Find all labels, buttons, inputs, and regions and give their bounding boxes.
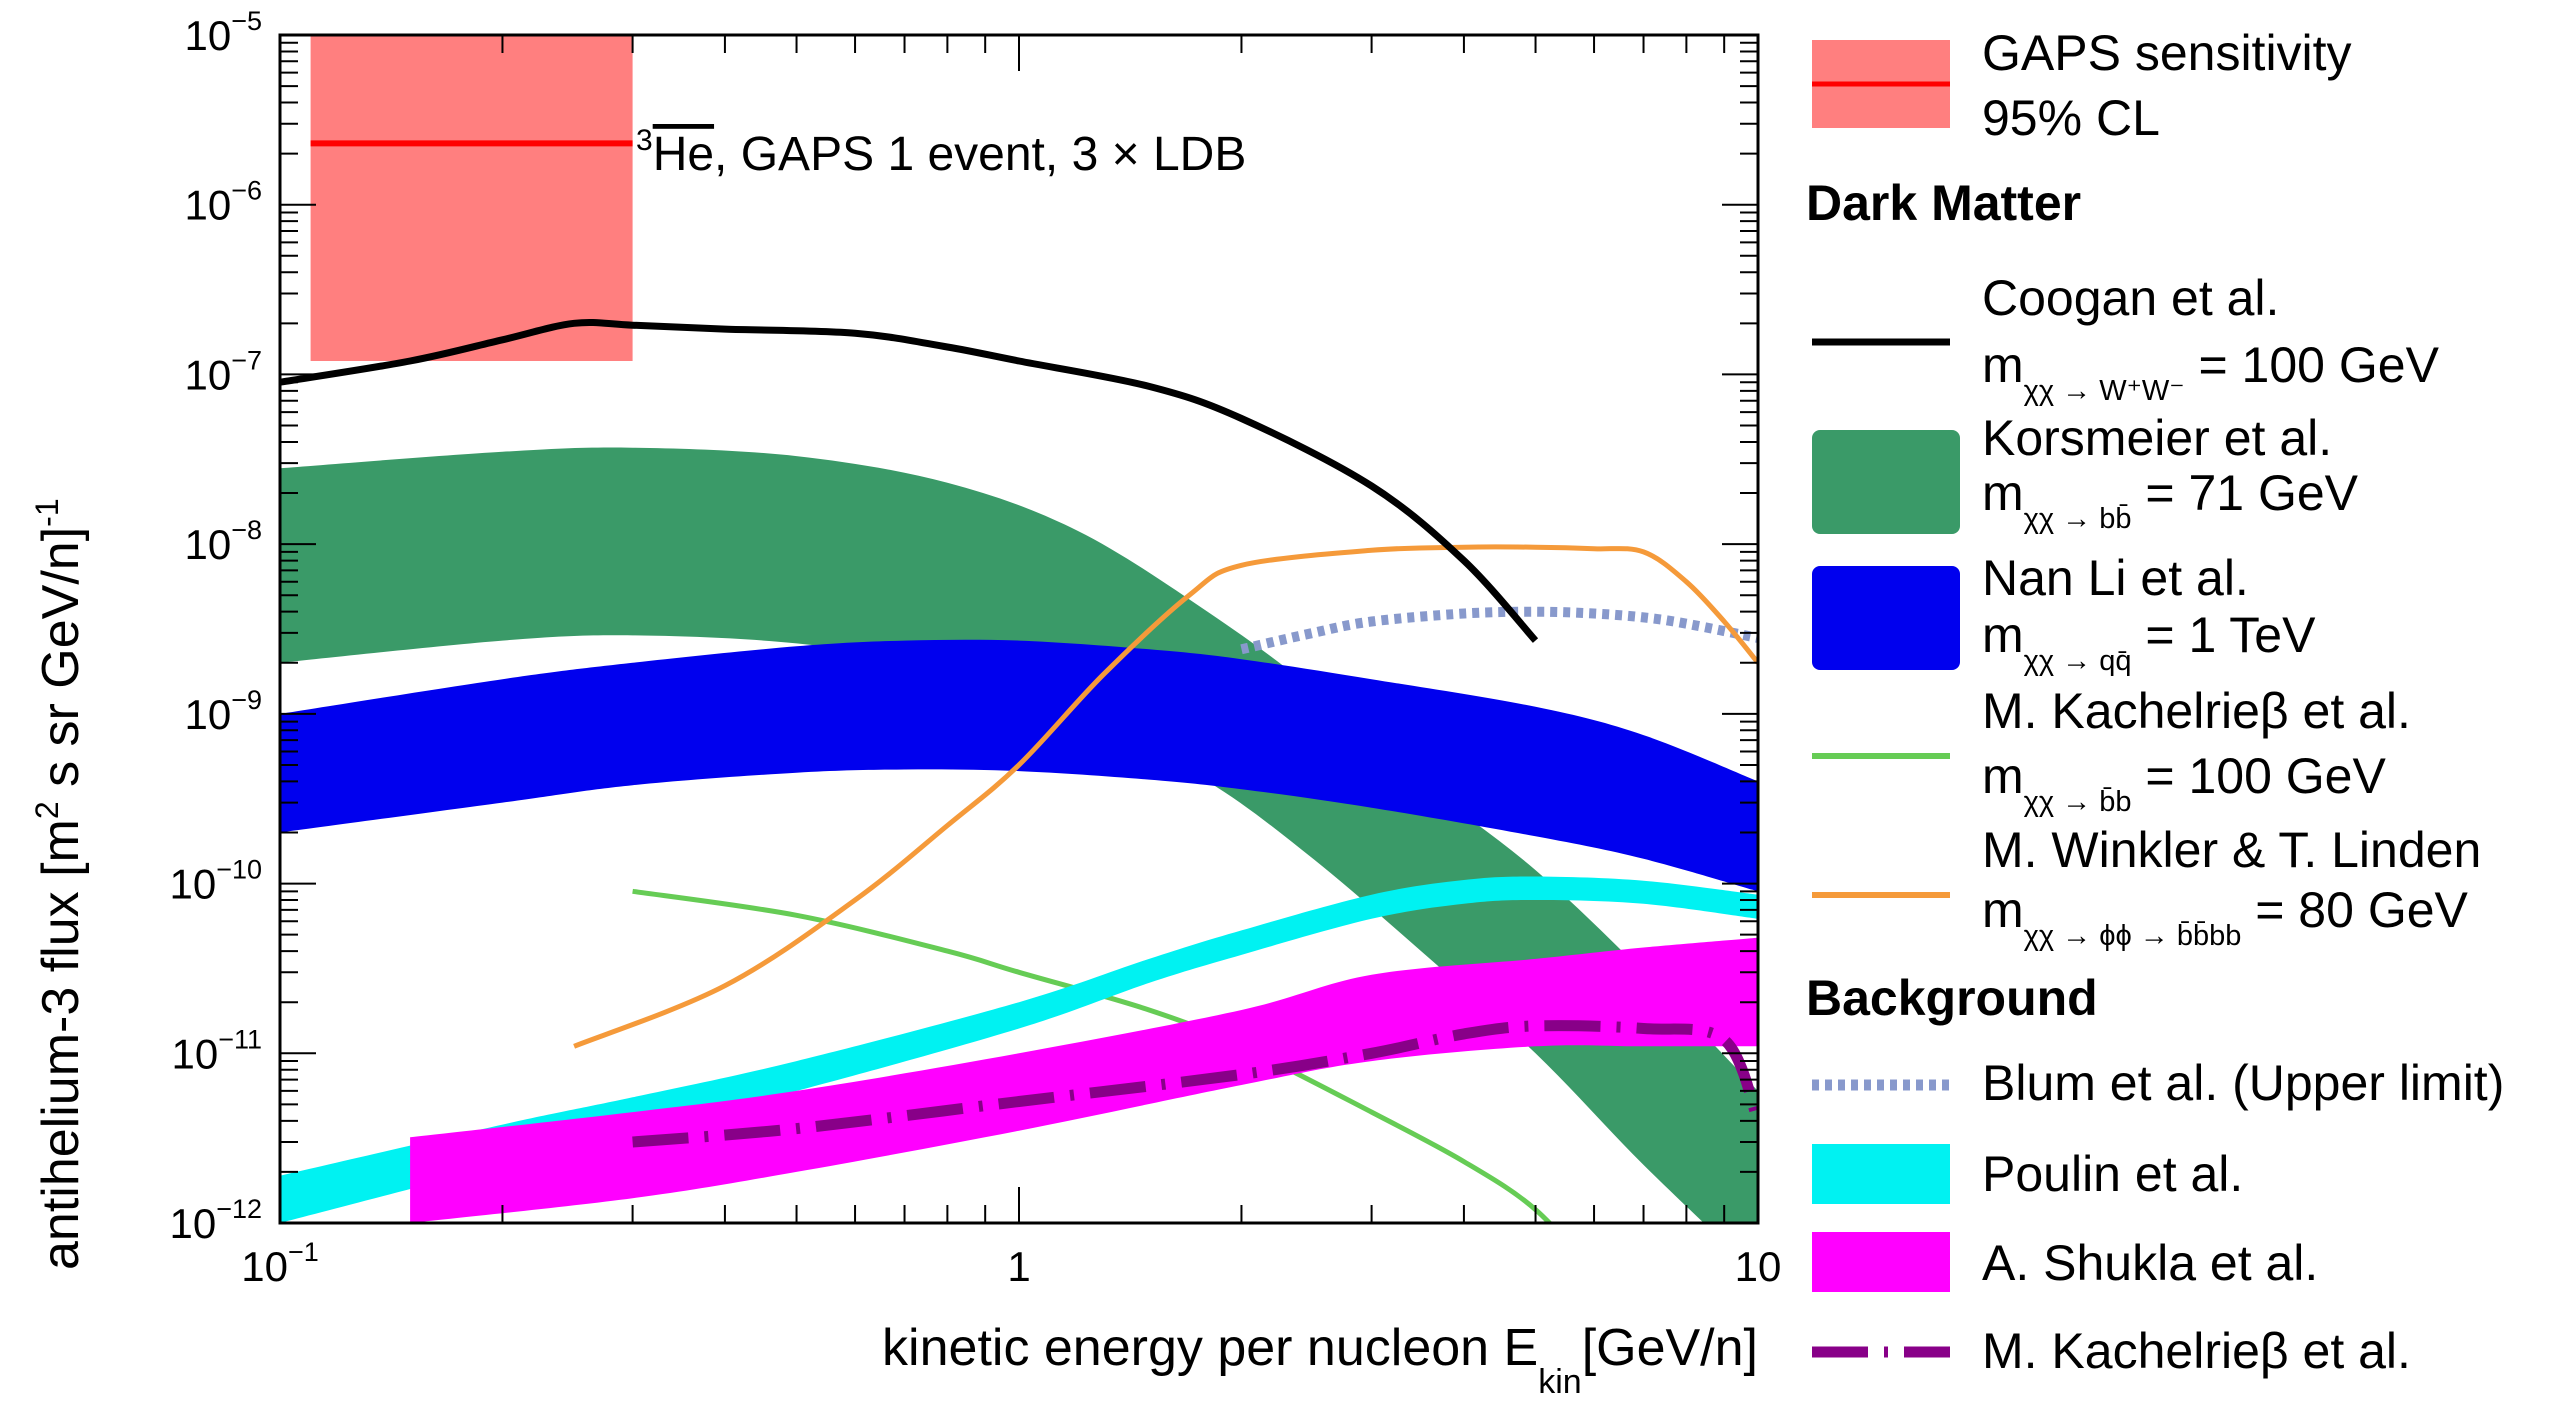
y-axis-title-main: antihelium-3 flux [m [32, 819, 90, 1270]
y-tick-label-base: 10 [184, 182, 231, 229]
legend-nanli-sub: χχ → qq̄ [2024, 645, 2132, 677]
legend-winkler-mass: mχχ → ϕϕ → b̄b̄bb = 80 GeV [1982, 882, 2469, 952]
x-axis-title: kinetic energy per nucleon Ekin[GeV/n] [882, 1319, 1758, 1401]
band-a-shukla-et-al [410, 937, 1758, 1223]
line-coogan-et-al [280, 318, 1539, 643]
annotation-he3: 3He, GAPS 1 event, 3 × LDB [636, 124, 1246, 181]
legend-swatch-shukla [1812, 1232, 1950, 1292]
y-tick-label-base: 10 [169, 1200, 216, 1247]
x-axis-title-sub: kin [1538, 1363, 1581, 1401]
legend-shukla: A. Shukla et al. [1982, 1235, 2318, 1291]
legend-nanli-mass: mχχ → qq̄ = 1 TeV [1982, 607, 2316, 677]
legend-gaps-line1: GAPS sensitivity [1982, 25, 2352, 81]
legend-dm-header: Dark Matter [1806, 175, 2081, 231]
y-axis-title-sup1: -1 [29, 498, 65, 526]
legend-coogan-m: m [1982, 337, 2024, 393]
annotation-he3-symbol: He [653, 128, 714, 181]
legend-poulin: Poulin et al. [1982, 1146, 2243, 1202]
legend-coogan-value: = 100 GeV [2185, 337, 2440, 393]
x-axis-title-unit: [GeV/n] [1582, 1319, 1758, 1377]
legend-korsmeier-m: m [1982, 465, 2024, 521]
x-tick-label: 10−1 [241, 1237, 319, 1290]
y-tick-label-base: 10 [171, 1030, 218, 1077]
legend-nanli-value: = 1 TeV [2131, 607, 2316, 663]
legend-winkler-title: M. Winkler & T. Linden [1982, 822, 2481, 878]
x-tick-label: 1 [1007, 1243, 1030, 1290]
plot-frame [278, 33, 1760, 1225]
legend: GAPS sensitivity 95% CL Dark Matter Coog… [1806, 25, 2504, 1379]
y-axis-title-sup2: 2 [29, 801, 65, 819]
legend-nanli-title: Nan Li et al. [1982, 550, 2249, 606]
legend-coogan-title: Coogan et al. [1982, 270, 2279, 326]
x-tick-label-base: 1 [1007, 1243, 1030, 1290]
legend-swatch-poulin [1812, 1144, 1950, 1204]
legend-swatch-nanli [1812, 566, 1960, 670]
x-tick-label: 10 [1735, 1243, 1782, 1290]
line-m-kachelrie-et-al-dark-matter [632, 888, 1553, 1223]
y-tick-label-base: 10 [184, 691, 231, 738]
legend-kach-dm-title: M. Kachelrieβ et al. [1982, 683, 2411, 739]
y-tick-label: 10−11 [171, 1024, 262, 1077]
legend-korsmeier-title: Korsmeier et al. [1982, 410, 2332, 466]
x-tick-label-base: 10 [241, 1243, 288, 1290]
y-tick-label: 10−12 [169, 1194, 262, 1247]
legend-korsmeier-mass: mχχ → bb̄ = 71 GeV [1982, 465, 2359, 535]
y-tick-label: 10−10 [169, 855, 262, 908]
legend-nanli-m: m [1982, 607, 2024, 663]
y-tick-label: 10−6 [184, 176, 262, 229]
y-tick-label: 10−7 [184, 345, 262, 398]
legend-kach-dm-m: m [1982, 748, 2024, 804]
y-tick-label-exp: −8 [231, 515, 262, 545]
y-tick-label-base: 10 [169, 861, 216, 908]
legend-korsmeier-sub: χχ → bb̄ [2024, 503, 2132, 535]
legend-swatch-korsmeier [1812, 430, 1960, 534]
y-tick-label-exp: −10 [216, 855, 262, 885]
legend-coogan-sub: χχ → W⁺W⁻ [2024, 375, 2185, 407]
y-tick-label-exp: −9 [231, 685, 262, 715]
y-tick-label: 10−8 [184, 515, 262, 568]
legend-gaps-line2: 95% CL [1982, 90, 2160, 146]
y-tick-label-exp: −12 [216, 1194, 262, 1224]
y-tick-label-base: 10 [184, 521, 231, 568]
legend-kach-dm-value: = 100 GeV [2131, 748, 2386, 804]
legend-winkler-m: m [1982, 882, 2024, 938]
legend-kach-dm-sub: χχ → b̄b [2024, 786, 2132, 818]
axis-ticks [279, 35, 1758, 1224]
legend-coogan-mass: mχχ → W⁺W⁻ = 100 GeV [1982, 337, 2440, 407]
legend-bg-header: Background [1806, 970, 2098, 1026]
data-layer [280, 35, 1758, 1223]
y-tick-label-exp: −7 [231, 345, 262, 375]
x-axis-title-main: kinetic energy per nucleon E [882, 1319, 1538, 1377]
legend-winkler-sub: χχ → ϕϕ → b̄b̄bb [2024, 920, 2242, 952]
y-tick-label-exp: −11 [218, 1024, 262, 1054]
y-tick-label: 10−5 [184, 6, 262, 59]
legend-kach-bg: M. Kachelrieβ et al. [1982, 1323, 2411, 1379]
gaps-sensitivity-box [310, 35, 633, 361]
annotation-he3-text: , GAPS 1 event, 3 × LDB [714, 128, 1246, 181]
y-tick-label: 10−9 [184, 685, 262, 738]
y-axis-title: antihelium-3 flux [m2 s sr GeV/n]-1 [29, 498, 90, 1270]
y-tick-label-exp: −6 [231, 176, 262, 206]
y-axis-title-mid: s sr GeV/n] [32, 527, 90, 802]
y-tick-label-base: 10 [184, 12, 231, 59]
x-tick-label-exp: −1 [288, 1237, 319, 1267]
x-tick-label-base: 10 [1735, 1243, 1782, 1290]
line-blum-et-al-upper-limit [1240, 606, 1758, 655]
legend-winkler-value: = 80 GeV [2241, 882, 2468, 938]
line-m-kachelrie-et-al-background [632, 1020, 1758, 1148]
band-korsmeier-et-al [280, 447, 1758, 1223]
y-tick-label-exp: −5 [231, 6, 262, 36]
legend-kach-dm-mass: mχχ → b̄b = 100 GeV [1982, 748, 2386, 818]
line-m-winkler-t-linden [573, 544, 1758, 1049]
y-tick-label-base: 10 [184, 351, 231, 398]
legend-korsmeier-value: = 71 GeV [2131, 465, 2358, 521]
legend-blum: Blum et al. (Upper limit) [1982, 1055, 2504, 1111]
annotation-he3-sup: 3 [636, 124, 653, 157]
